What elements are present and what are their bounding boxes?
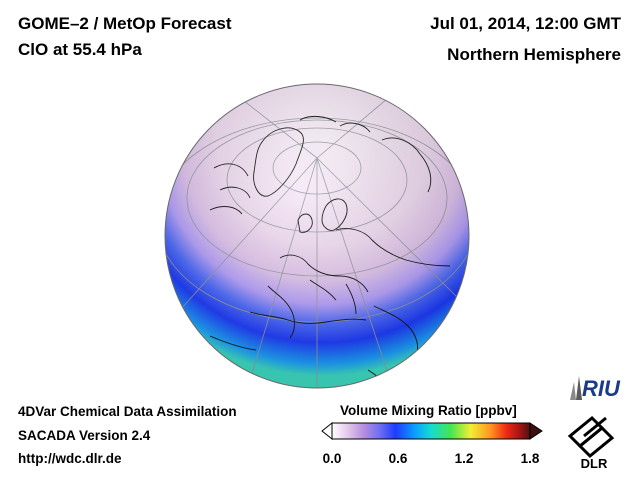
colorbar <box>321 421 543 441</box>
colorbar-tick-0: 0.0 <box>322 451 342 466</box>
dlr-logo: DLR <box>567 415 615 471</box>
riu-logo-text: RIU <box>582 376 621 401</box>
product-title: GOME–2 / MetOp Forecast <box>18 14 232 33</box>
colorbar-tick-3: 1.8 <box>520 451 540 466</box>
riu-logo: RIU <box>570 376 621 401</box>
species-level-label: ClO at 55.4 hPa <box>18 40 142 59</box>
colorbar-title: Volume Mixing Ratio [ppbv] <box>340 403 517 418</box>
colorbar-tick-1: 0.6 <box>388 451 408 466</box>
colorbar-tick-2: 1.2 <box>454 451 474 466</box>
website-link[interactable]: http://wdc.dlr.de <box>18 451 122 466</box>
globe-map <box>164 83 470 389</box>
colorbar-low-arrow <box>321 421 333 441</box>
dlr-logo-text: DLR <box>581 456 608 471</box>
assimilation-label: 4DVar Chemical Data Assimilation <box>18 404 237 419</box>
colorbar-high-arrow <box>529 422 543 440</box>
version-label: SACADA Version 2.4 <box>18 428 151 443</box>
hemisphere-label: Northern Hemisphere <box>447 45 621 64</box>
date-time-label: Jul 01, 2014, 12:00 GMT <box>430 14 621 33</box>
colorbar-gradient <box>331 422 531 440</box>
